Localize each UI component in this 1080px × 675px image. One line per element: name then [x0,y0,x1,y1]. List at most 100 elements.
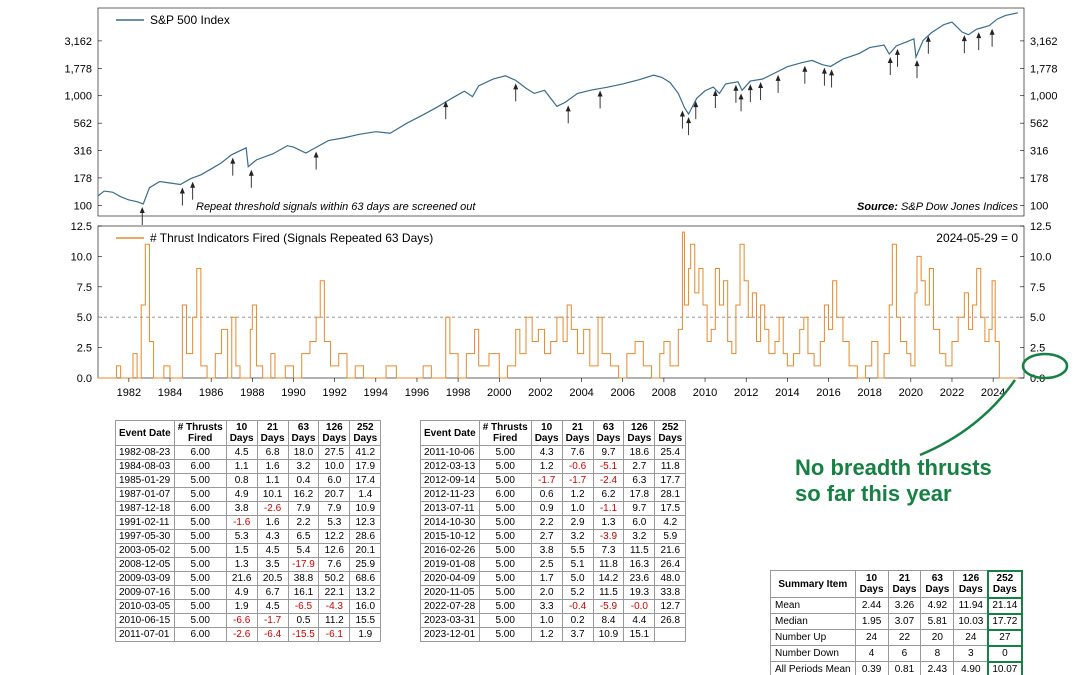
panel1-ytick-left: 562 [74,118,92,130]
table-row: 2014-10-305.002.22.91.36.04.2 [421,516,686,530]
panel1-ytick-right: 562 [1030,118,1048,130]
table-row: 2009-03-095.0021.620.538.850.268.6 [116,572,381,586]
thrust-line [98,232,1018,378]
x-tick: 2010 [693,387,717,399]
table-row: 2023-03-315.001.00.28.44.426.8 [421,614,686,628]
panel2-legend: # Thrust Indicators Fired (Signals Repea… [150,231,433,245]
x-tick: 2002 [528,387,552,399]
table-header: 21Days [562,421,593,446]
summary-row: Number Up2422202427 [771,630,1022,646]
table-row: 2010-06-155.00-6.6-1.70.511.215.5 [116,614,381,628]
events-table-right: Event Date# ThrustsFired10Days21Days63Da… [420,420,686,642]
panel1-ytick-right: 316 [1030,146,1048,158]
summary-row: Mean2.443.264.9211.9421.14 [771,598,1022,614]
x-tick: 2016 [816,387,840,399]
table-row: 2019-01-085.002.55.111.816.326.4 [421,558,686,572]
table-header: 63Days [593,421,624,446]
summary-header: 63Days [921,571,954,598]
table-row: 1987-12-186.003.8-2.67.97.910.9 [116,502,381,516]
table-row: 1997-05-305.005.34.36.512.228.6 [116,530,381,544]
panel1-ytick-left: 3,162 [64,36,92,48]
panel1-ytick-left: 1,778 [64,63,92,75]
x-tick: 1984 [158,387,182,399]
summary-row: Number Down46830 [771,646,1022,662]
x-tick: 2014 [775,387,799,399]
panel2-ytick-right: 12.5 [1030,221,1051,233]
panel2-ytick-right: 7.5 [1030,282,1045,294]
table-row: 1984-08-036.001.11.63.210.017.9 [116,460,381,474]
panel1-ytick-right: 1,778 [1030,63,1058,75]
table-row: 1982-08-236.004.56.818.027.541.2 [116,446,381,460]
table-row: 1985-01-295.000.81.10.46.017.4 [116,474,381,488]
panel2-ytick-left: 12.5 [71,221,92,233]
panel2-ytick-left: 0.0 [77,373,92,385]
x-tick: 2020 [899,387,923,399]
table-row: 1987-01-075.004.910.116.220.71.4 [116,488,381,502]
summary-header: Summary Item [771,571,856,598]
table-row: 2010-03-055.001.94.5-6.5-4.316.0 [116,600,381,614]
panel1-ytick-left: 1,000 [64,91,92,103]
panel2-value-label: 2024-05-29 = 0 [936,231,1018,245]
panel1-ytick-right: 3,162 [1030,36,1058,48]
table-row: 2015-10-125.002.73.2-3.93.25.9 [421,530,686,544]
no-breadth-thrusts-annotation: No breadth thrustsso far this year [795,455,992,508]
summary-header: 10Days [855,571,888,598]
panel2-ytick-left: 10.0 [71,251,92,263]
x-tick: 1988 [240,387,264,399]
panel2-ytick-left: 7.5 [77,282,92,294]
x-tick: 2000 [487,387,511,399]
table-header: 21Days [257,421,288,446]
panel1-ytick-right: 178 [1030,173,1048,185]
table-header: 10Days [531,421,562,446]
table-header: # ThrustsFired [174,421,226,446]
x-tick: 1998 [446,387,470,399]
table-row: 2020-04-095.001.75.014.223.648.0 [421,572,686,586]
x-tick: 2004 [569,387,593,399]
table-header: # ThrustsFired [479,421,531,446]
summary-header: 252Days [988,571,1022,598]
table-row: 2012-11-236.000.61.26.217.828.1 [421,488,686,502]
table-row: 2009-07-165.004.96.716.122.113.2 [116,586,381,600]
table-header: Event Date [116,421,175,446]
panel1-ytick-right: 100 [1030,200,1048,212]
table-row: 2023-12-015.001.23.710.915.1 [421,628,686,642]
x-tick: 1982 [117,387,141,399]
table-row: 2022-07-285.003.3-0.4-5.9-0.012.7 [421,600,686,614]
panel1-ytick-left: 316 [74,146,92,158]
x-tick: 2018 [857,387,881,399]
x-tick: 1994 [364,387,388,399]
panel2-ytick-left: 2.5 [77,343,92,355]
table-header: 126Days [319,421,350,446]
table-header: 10Days [226,421,257,446]
summary-header: 21Days [888,571,921,598]
table-row: 2011-07-016.00-2.6-6.4-15.5-6.11.9 [116,628,381,642]
summary-row: Median1.953.075.8110.0317.72 [771,614,1022,630]
table-header: 63Days [288,421,319,446]
x-tick: 2008 [652,387,676,399]
x-tick: 1992 [322,387,346,399]
table-header: Event Date [421,421,480,446]
panel1-legend: S&P 500 Index [150,13,230,27]
panel2-ytick-left: 5.0 [77,312,92,324]
panel2-ytick-right: 5.0 [1030,312,1045,324]
events-table-left: Event Date# ThrustsFired10Days21Days63Da… [115,420,381,642]
x-tick: 2022 [940,387,964,399]
x-tick: 1996 [405,387,429,399]
panel2-ytick-right: 10.0 [1030,251,1051,263]
table-row: 2012-09-145.00-1.7-1.7-2.46.317.7 [421,474,686,488]
panel1-ytick-left: 178 [74,173,92,185]
table-row: 2016-02-265.003.85.57.311.521.6 [421,544,686,558]
table-row: 2012-03-135.001.2-0.6-5.12.711.8 [421,460,686,474]
table-header: 252Days [350,421,381,446]
summary-row: All Periods Mean0.390.812.434.9010.07 [771,662,1022,675]
summary-header: 126Days [954,571,988,598]
panel1-note: Repeat threshold signals within 63 days … [196,201,476,213]
table-row: 2020-11-055.002.05.211.519.333.8 [421,586,686,600]
table-header: 126Days [624,421,655,446]
x-tick: 2012 [734,387,758,399]
table-row: 2011-10-065.004.37.69.718.625.4 [421,446,686,460]
table-row: 2013-07-115.000.91.0-1.19.717.5 [421,502,686,516]
summary-table: Summary Item10Days21Days63Days126Days252… [770,570,1022,675]
panel1-ytick-right: 1,000 [1030,91,1058,103]
x-tick: 2006 [610,387,634,399]
